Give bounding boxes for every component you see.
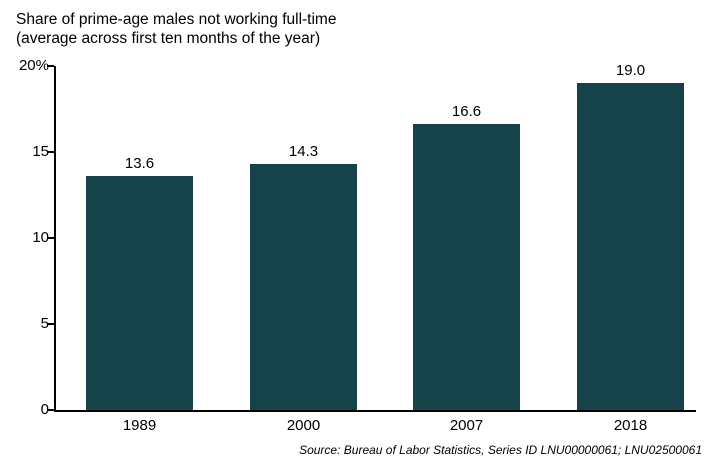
bar-value-label: 19.0	[615, 62, 646, 79]
source-note: Source: Bureau of Labor Statistics, Seri…	[299, 443, 702, 457]
y-tick-mark	[47, 409, 54, 411]
x-tick-label: 2007	[449, 417, 484, 434]
y-tick-label: 5	[40, 315, 49, 332]
y-tick-mark	[47, 65, 54, 67]
chart-title: Share of prime-age males not working ful…	[16, 10, 336, 48]
y-tick-label: 0	[40, 401, 49, 418]
bar	[250, 164, 357, 410]
bar	[86, 176, 193, 410]
x-tick-label: 2018	[613, 417, 648, 434]
chart-title-line2: (average across first ten months of the …	[16, 30, 321, 47]
x-tick-label: 1989	[122, 417, 157, 434]
x-tick-label: 2000	[286, 417, 321, 434]
y-tick-mark	[47, 323, 54, 325]
y-tick-mark	[47, 237, 54, 239]
y-axis-line	[54, 66, 56, 412]
bar-value-label: 14.3	[288, 143, 319, 160]
bar	[413, 124, 520, 410]
bar-value-label: 16.6	[451, 103, 482, 120]
bar-value-label: 13.6	[124, 155, 155, 172]
y-tick-label: 15	[32, 143, 49, 160]
bar	[577, 83, 684, 410]
x-axis-line	[54, 410, 696, 412]
y-tick-mark	[47, 151, 54, 153]
chart-title-line1: Share of prime-age males not working ful…	[16, 11, 337, 28]
y-tick-label: 10	[32, 229, 49, 246]
y-tick-label: 20%	[18, 57, 49, 74]
